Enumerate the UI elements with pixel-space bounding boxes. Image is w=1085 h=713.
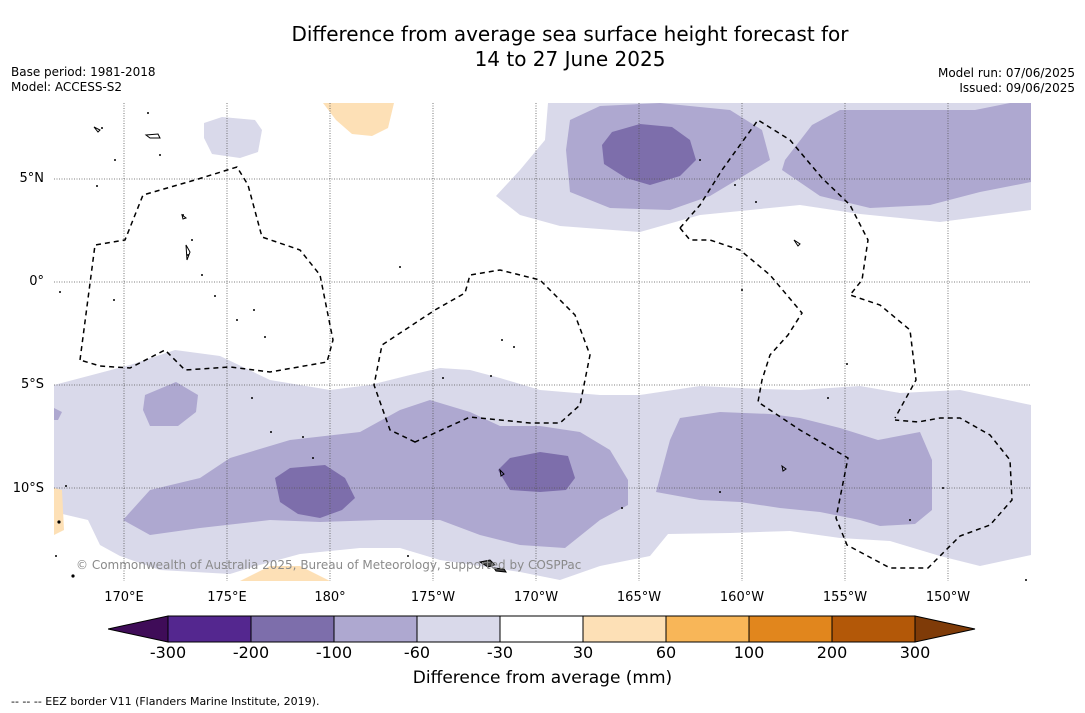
model-run: Model run: 07/06/2025 xyxy=(937,66,1075,80)
footer-note: -- -- -- EEZ border V11 (Flanders Marine… xyxy=(11,695,320,708)
anomaly-band-dark xyxy=(275,124,696,518)
colorbar-segment xyxy=(167,615,252,643)
title-line-2: 14 to 27 June 2025 xyxy=(474,47,666,71)
map-canvas xyxy=(54,103,1031,581)
island-dots xyxy=(55,112,1027,581)
legend-tick-8: 100 xyxy=(733,643,765,662)
lon-label-175w: 175°W xyxy=(410,590,456,605)
lon-label-165w: 165°W xyxy=(616,590,662,605)
issued-date: Issued: 09/06/2025 xyxy=(959,81,1075,95)
legend-tick-1: -300 xyxy=(149,643,187,662)
base-period: Base period: 1981-2018 xyxy=(11,65,156,79)
lon-label-180: 180° xyxy=(314,590,346,605)
colorbar-extend-high xyxy=(914,615,976,643)
metadata-left: Base period: 1981-2018 Model: ACCESS-S2 xyxy=(11,65,156,95)
lon-label-170w: 170°W xyxy=(513,590,559,605)
colorbar-segment xyxy=(416,615,501,643)
colorbar-segment xyxy=(250,615,335,643)
colorbar-segment xyxy=(665,615,750,643)
graticule xyxy=(54,103,1031,581)
lon-label-175e: 175°E xyxy=(207,590,247,605)
title-line-1: Difference from average sea surface heig… xyxy=(291,22,849,46)
legend-label: Difference from average (mm) xyxy=(412,668,673,688)
lon-label-170e: 170°E xyxy=(104,590,144,605)
colorbar-segment xyxy=(582,615,667,643)
colorbar-segment xyxy=(748,615,833,643)
chart-title: Difference from average sea surface heig… xyxy=(0,22,1085,72)
legend-tick-7: 60 xyxy=(655,643,677,662)
legend-tick-2: -200 xyxy=(232,643,270,662)
lon-label-150w: 150°W xyxy=(925,590,971,605)
legend-tick-10: 300 xyxy=(899,643,931,662)
metadata-right: Model run: 07/06/2025 Issued: 09/06/2025 xyxy=(938,66,1075,96)
islands xyxy=(93,126,801,573)
lat-label-0: 0° xyxy=(29,274,44,289)
colorbar-segment xyxy=(333,615,418,643)
legend-tick-4: -60 xyxy=(403,643,431,662)
colorbar-segment xyxy=(831,615,916,643)
anomaly-band-positive xyxy=(54,103,394,581)
lat-label-5s: 5°S xyxy=(20,377,44,392)
legend-tick-9: 200 xyxy=(816,643,848,662)
copyright-notice: © Commonwealth of Australia 2025, Bureau… xyxy=(76,558,582,572)
legend-tick-3: -100 xyxy=(315,643,353,662)
legend-tick-5: -30 xyxy=(486,643,514,662)
lon-label-155w: 155°W xyxy=(822,590,868,605)
colorbar-extend-low xyxy=(108,615,169,643)
colorbar-segment xyxy=(499,615,584,643)
lon-label-160w: 160°W xyxy=(719,590,765,605)
colorbar xyxy=(108,615,976,643)
lat-label-5n: 5°N xyxy=(19,171,45,186)
eez-borders xyxy=(79,118,1013,569)
sea-height-map: © Commonwealth of Australia 2025, Bureau… xyxy=(54,103,1031,581)
legend-tick-6: 30 xyxy=(572,643,594,662)
lat-label-10s: 10°S xyxy=(12,481,44,496)
model-name: Model: ACCESS-S2 xyxy=(11,80,123,94)
